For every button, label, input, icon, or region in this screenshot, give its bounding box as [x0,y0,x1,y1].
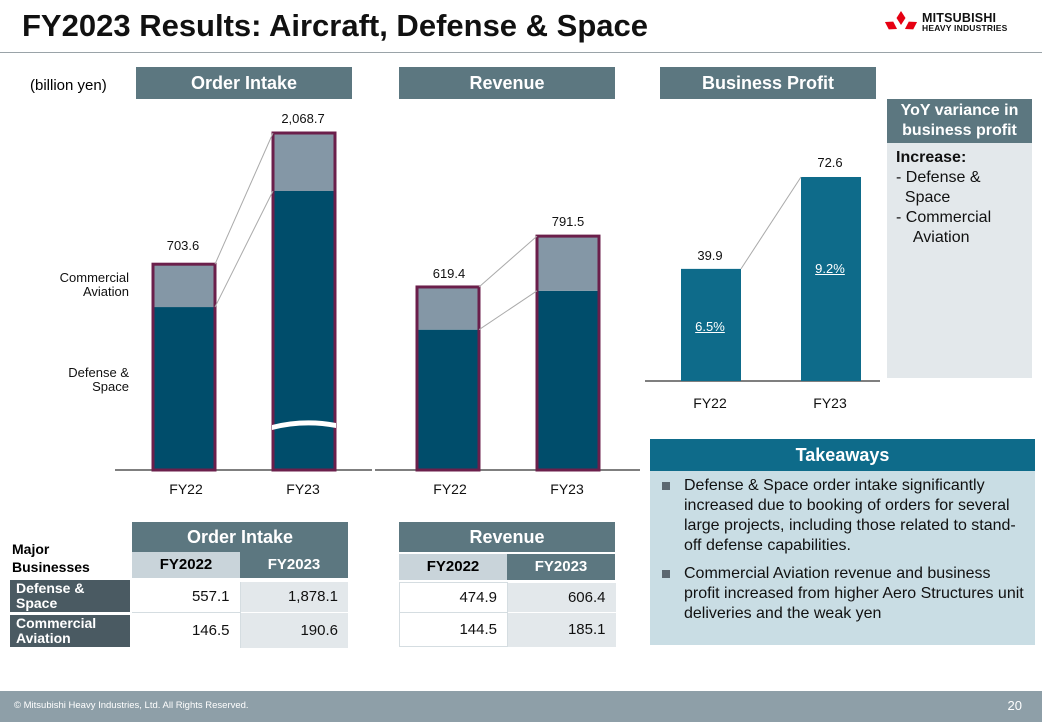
bar-commercial-fy23 [273,133,335,191]
table-row: 557.1 1,878.1 [132,582,348,613]
segment-label-commercial: Commercial Aviation [59,270,129,299]
table-revenue-col-fy2023: FY2023 [507,554,615,580]
profit-fy22-value: 39.9 [697,248,723,263]
bar-defense-fy22 [153,307,215,470]
business-profit-chart-header: Business Profit [660,67,876,99]
connector-line-top [214,132,274,265]
bullet-square-icon [662,482,670,490]
order-intake-fy22-label: FY22 [169,481,203,497]
company-logo: MITSUBISHI HEAVY INDUSTRIES [884,10,1039,40]
takeaways-header: Takeaways [650,439,1035,471]
bar-outline-fy22 [415,285,481,472]
order-intake-fy23-label: FY23 [286,481,320,497]
table-order-intake-col-fy2022: FY2022 [132,552,240,578]
takeaway-text: Commercial Aviation revenue and business… [684,565,1024,622]
unit-label: (billion yen) [30,77,107,94]
yoy-item: - Commercial [896,209,992,226]
footer-bar [0,691,1042,722]
profit-fy22-margin: 6.5% [695,319,725,334]
takeaway-bullet: Defense & Space order intake significant… [659,476,1029,556]
takeaway-text: Defense & Space order intake significant… [684,477,1016,554]
takeaways-panel [650,439,1035,645]
connector-line-mid [214,190,274,308]
table-cell: 1,878.1 [240,582,348,613]
bar-commercial-fy22 [417,286,479,330]
logo-line2: HEAVY INDUSTRIES [922,23,1008,33]
bullet-square-icon [662,570,670,578]
revenue-fy23-label: FY23 [550,481,584,497]
profit-fy23-margin: 9.2% [815,261,845,276]
bar-defense-fy23 [537,290,599,470]
table-revenue-col-fy2022: FY2022 [399,554,507,580]
yoy-heading: Increase: [896,149,967,166]
table-order-intake-col-fy2023: FY2023 [240,552,348,578]
table-revenue-header: Revenue [399,522,615,552]
major-businesses-label: Major Businesses [12,541,90,575]
bar-commercial-fy23 [537,236,599,291]
yoy-item: Aviation [896,229,970,246]
bar-commercial-fy22 [153,264,215,308]
takeaway-bullet: Commercial Aviation revenue and business… [659,564,1029,624]
profit-fy22-label: FY22 [693,395,727,411]
table-row: 144.5 185.1 [399,612,616,647]
three-diamonds-icon [884,11,918,30]
table-cell: 606.4 [507,582,616,613]
table-row-label-defense: Defense & Space [10,580,130,612]
bar-profit-fy22 [681,268,741,381]
bar-outline-fy22 [151,262,217,472]
bar-defense-fy23 [273,191,335,470]
table-row-label-commercial: Commercial Aviation [10,615,130,647]
table-cell: 474.9 [399,582,508,613]
table-order-intake-header: Order Intake [132,522,348,552]
table-cell: 144.5 [399,612,508,647]
bar-profit-fy23 [801,176,861,381]
yoy-variance-panel [887,99,1032,378]
yoy-title-line2: business profit [902,122,1017,139]
order-intake-fy23-total: 2,068.7 [281,111,325,126]
profit-fy23-value: 72.6 [817,155,843,170]
connector-line-top [478,235,538,288]
order-intake-table: 557.1 1,878.1 146.5 190.6 [132,582,348,648]
profit-fy23-label: FY23 [813,395,847,411]
bar-outline-fy23 [271,131,337,472]
revenue-chart-header: Revenue [399,67,615,99]
revenue-fy22-total: 619.4 [432,266,466,281]
connector-line-profit [740,176,802,270]
revenue-fy22-label: FY22 [433,481,467,497]
table-cell: 146.5 [132,612,241,648]
yoy-title-line1: YoY variance in [900,102,1019,119]
page-number: 20 [1007,698,1022,713]
table-cell: 185.1 [507,612,616,647]
yoy-item: Space [896,189,951,206]
title-divider [0,52,1042,53]
logo-line1: MITSUBISHI [922,11,997,25]
revenue-fy23-total: 791.5 [551,214,585,229]
bar-defense-fy22 [417,329,479,470]
bar-outline-fy23 [535,234,601,472]
footer-copyright: © Mitsubishi Heavy Industries, Ltd. All … [14,700,249,711]
page-title: FY2023 Results: Aircraft, Defense & Spac… [22,8,648,43]
revenue-table: 474.9 606.4 144.5 185.1 [399,582,616,647]
order-intake-chart-header: Order Intake [136,67,352,99]
axis-break-mark [272,420,336,430]
table-row: 146.5 190.6 [132,612,348,648]
yoy-variance-header: YoY variance in business profit [887,99,1032,143]
order-intake-fy22-total: 703.6 [166,238,200,253]
yoy-variance-body: Increase: - Defense & Space - Commercial… [896,148,1031,248]
yoy-item: - Defense & [896,169,981,186]
segment-label-defense: Defense & Space [68,365,129,394]
table-cell: 190.6 [240,612,348,648]
connector-line-mid [478,290,538,331]
table-cell: 557.1 [132,582,241,613]
table-row: 474.9 606.4 [399,582,616,613]
